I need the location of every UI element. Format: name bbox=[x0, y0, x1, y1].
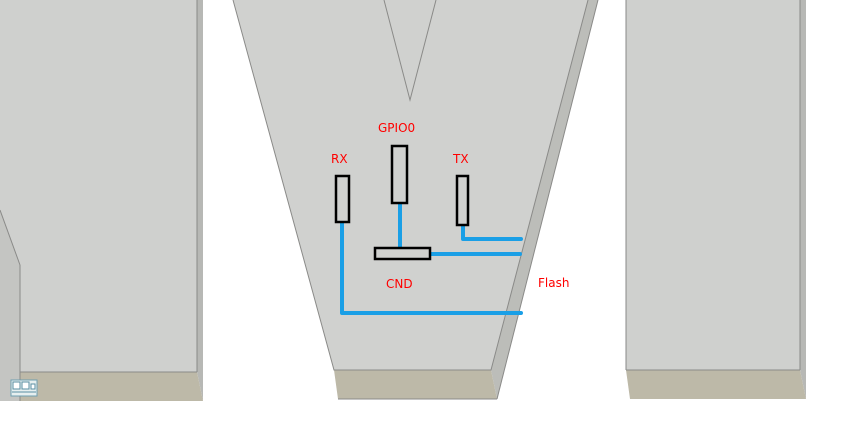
tx-wire bbox=[461, 223, 523, 241]
rx-pad bbox=[334, 174, 351, 224]
gpio0-label: GPIO0 bbox=[378, 121, 415, 135]
view-cube-icon[interactable] bbox=[10, 379, 38, 397]
flash-label: Flash bbox=[538, 276, 569, 290]
rx-label: RX bbox=[331, 152, 348, 166]
left-block bbox=[0, 0, 203, 401]
gpio0-pad bbox=[390, 144, 409, 205]
right-block bbox=[625, 0, 806, 399]
tx-pad bbox=[455, 174, 470, 227]
gnd-label: CND bbox=[386, 277, 413, 291]
gnd-pad bbox=[373, 246, 432, 261]
rx-wire bbox=[340, 220, 523, 315]
tx-label: TX bbox=[452, 152, 469, 166]
center-v-block bbox=[232, 0, 599, 400]
